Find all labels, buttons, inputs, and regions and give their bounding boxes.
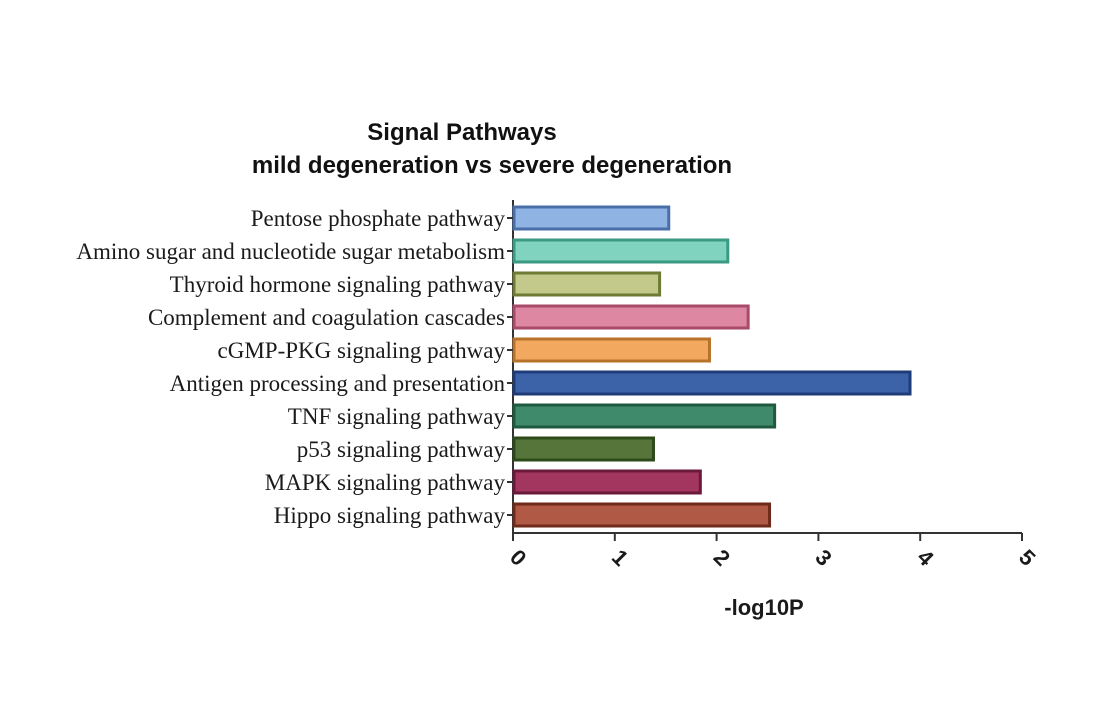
x-tick-label: 3: [811, 545, 837, 571]
bar: [512, 238, 730, 264]
bar: [512, 370, 912, 396]
bar: [512, 205, 671, 231]
category-label: Complement and coagulation cascades: [148, 305, 505, 330]
category-label: Pentose phosphate pathway: [251, 206, 506, 231]
category-label: TNF signaling pathway: [288, 404, 506, 429]
category-label: Antigen processing and presentation: [170, 371, 506, 396]
bar: [512, 337, 711, 363]
category-label: cGMP-PKG signaling pathway: [218, 338, 506, 363]
x-tick-label: 2: [709, 545, 735, 571]
x-tick-label: 4: [912, 545, 939, 572]
bar: [512, 469, 702, 495]
x-tick-label: 1: [607, 545, 633, 571]
category-label: p53 signaling pathway: [297, 437, 506, 462]
category-label: MAPK signaling pathway: [265, 470, 506, 495]
bar: [512, 304, 750, 330]
x-tick-label: 0: [505, 545, 531, 571]
chart-subtitle: mild degeneration vs severe degeneration: [252, 152, 732, 179]
chart-title: Signal Pathways: [367, 119, 556, 146]
bar: [512, 436, 655, 462]
bar: [512, 502, 772, 528]
x-tick-label: 5: [1014, 545, 1040, 571]
x-axis-title: -log10P: [724, 595, 803, 620]
category-label: Hippo signaling pathway: [274, 503, 506, 528]
category-label: Amino sugar and nucleotide sugar metabol…: [76, 239, 505, 264]
plot-area: Pentose phosphate pathway Amino sugar and…: [76, 200, 1040, 571]
bar: [512, 403, 777, 429]
category-label: Thyroid hormone signaling pathway: [170, 272, 506, 297]
bar: [512, 271, 662, 297]
